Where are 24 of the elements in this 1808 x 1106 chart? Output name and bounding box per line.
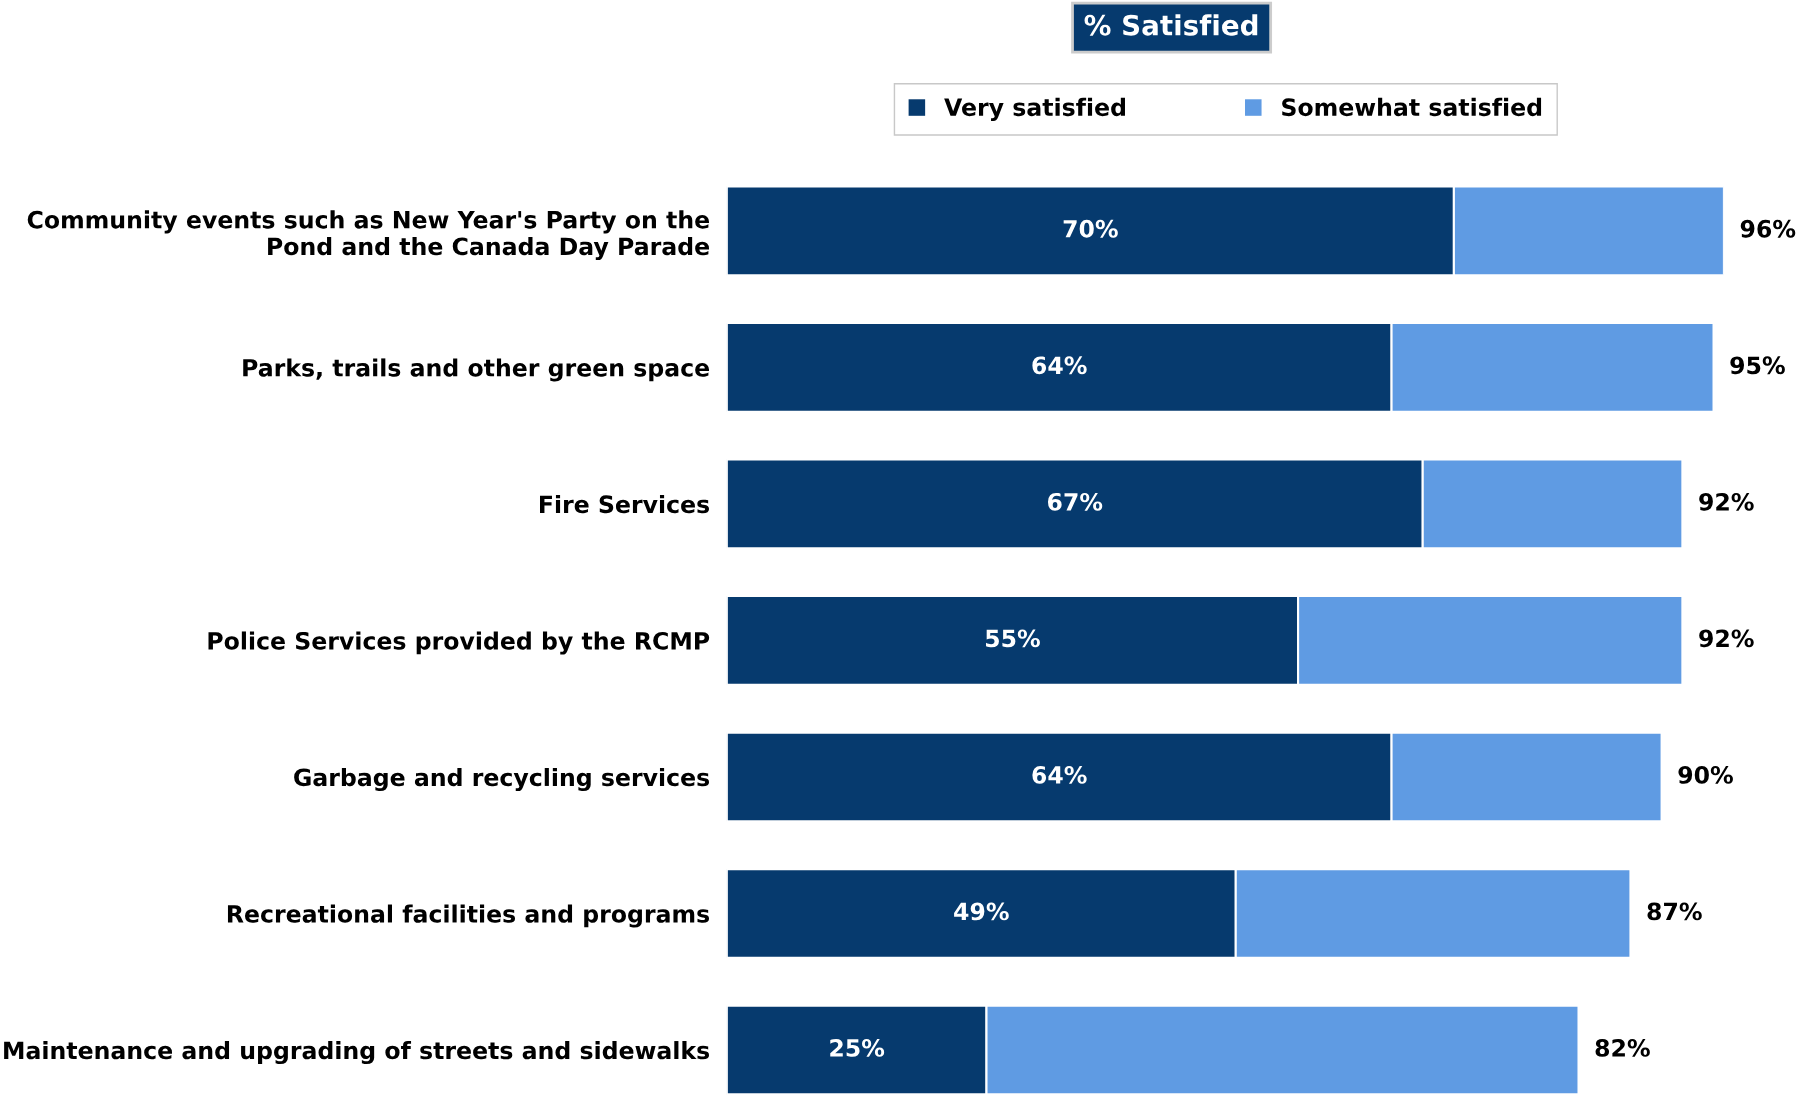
total-label: 90%	[1678, 765, 1733, 784]
total-label: 87%	[1647, 902, 1702, 921]
total-label: 92%	[1699, 492, 1754, 511]
y-tick-label: Parks, trails and other green space	[243, 358, 710, 382]
data-label: 49%	[954, 902, 1009, 921]
data-label: 55%	[986, 629, 1040, 648]
y-tick-label: Police Services provided by the RCMP	[208, 631, 710, 655]
data-label: 25%	[830, 1039, 885, 1057]
total-label: 95%	[1730, 356, 1785, 375]
y-tick-label: Fire Services	[540, 494, 710, 514]
total-label: 82%	[1595, 1039, 1650, 1057]
chart-title: % Satisfied	[1084, 14, 1258, 36]
data-label: 64%	[1032, 356, 1087, 375]
legend-label: Very satisfied	[944, 97, 1125, 121]
y-tick-label: Garbage and recycling services	[294, 767, 710, 792]
data-label: 67%	[1047, 492, 1103, 511]
total-label: 92%	[1699, 629, 1754, 648]
data-label: 64%	[1032, 765, 1087, 784]
y-tick-label: Community events such as New Year's Party on the Pond and the Canada Day Parade	[27, 210, 710, 261]
data-label: 70%	[1063, 219, 1118, 238]
y-tick-label: Recreational facilities and programs	[227, 904, 710, 928]
y-tick-label: Maintenance and upgrading of streets and sidewalks	[4, 1041, 710, 1065]
total-label: 96%	[1740, 219, 1796, 238]
legend-label: Somewhat satisfied	[1282, 97, 1542, 117]
